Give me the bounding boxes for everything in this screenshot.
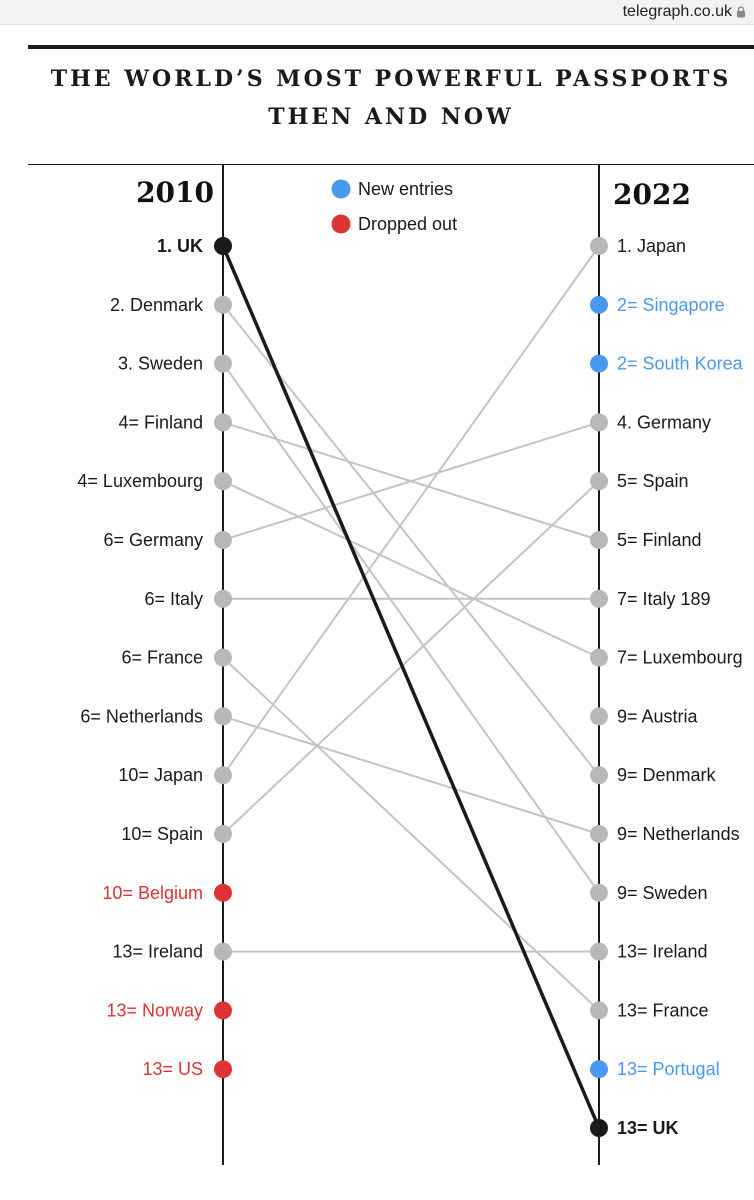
left-dot-germany: [214, 531, 232, 549]
left-year-label: 2010: [136, 176, 214, 209]
right-dot-austria: [590, 707, 608, 726]
right-label-germany: 4. Germany: [617, 412, 711, 432]
rank-link-france-to-france: [222, 656, 600, 1012]
right-dot-uk: [590, 1119, 608, 1137]
right-label-austria: 9= Austria: [617, 706, 699, 726]
right-dot-ireland: [590, 942, 608, 961]
right-dot-italy: [590, 589, 608, 608]
right-dot-luxembourg: [590, 648, 608, 667]
right-label-japan: 1. Japan: [617, 236, 686, 256]
left-label-italy: 6= Italy: [144, 589, 203, 609]
legend-swatch-dropped-out: [331, 214, 351, 234]
right-label-uk: 13= UK: [617, 1118, 679, 1138]
right-dot-sweden: [590, 883, 608, 902]
right-label-luxembourg: 7= Luxembourg: [617, 648, 743, 668]
left-dot-japan: [214, 766, 232, 785]
right-year-label: 2022: [613, 178, 691, 211]
left-label-us: 13= US: [142, 1059, 203, 1079]
left-label-germany: 6= Germany: [103, 530, 203, 550]
left-label-belgium: 10= Belgium: [102, 883, 203, 903]
lock-icon: [737, 6, 745, 18]
left-label-finland: 4= Finland: [118, 412, 203, 432]
rank-link-luxembourg-to-luxembourg: [222, 480, 600, 659]
left-label-uk: 1. UK: [157, 236, 203, 256]
right-dot-south-korea: [590, 354, 608, 373]
rank-link-netherlands-to-netherlands: [222, 715, 600, 835]
site-domain: telegraph.co.uk: [622, 3, 732, 20]
left-dot-sweden: [214, 354, 232, 373]
left-label-netherlands: 6= Netherlands: [80, 706, 203, 726]
right-label-portugal: 13= Portugal: [617, 1059, 720, 1079]
left-label-sweden: 3. Sweden: [118, 354, 203, 374]
right-label-sweden: 9= Sweden: [617, 883, 708, 903]
left-label-spain: 10= Spain: [121, 824, 203, 844]
top-rule: [28, 45, 754, 49]
chart-legend: New entries Dropped out: [331, 179, 457, 234]
left-label-france: 6= France: [121, 648, 203, 668]
left-dot-finland: [214, 413, 232, 432]
left-dot-luxembourg: [214, 472, 232, 491]
left-dot-belgium: [214, 883, 232, 902]
left-dot-us: [214, 1060, 232, 1079]
left-dot-denmark: [214, 295, 232, 314]
right-label-france: 13= France: [617, 1000, 709, 1020]
rank-link-sweden-to-sweden: [222, 363, 600, 894]
right-label-spain: 5= Spain: [617, 471, 689, 491]
right-dot-netherlands: [590, 825, 608, 843]
rank-link-japan-to-japan: [222, 245, 600, 776]
rank-link-denmark-to-denmark: [222, 304, 600, 776]
left-dot-netherlands: [214, 707, 232, 726]
left-label-denmark: 2. Denmark: [110, 295, 204, 315]
legend-label-dropped-out: Dropped out: [358, 214, 457, 234]
right-dot-portugal: [590, 1060, 608, 1079]
right-label-singapore: 2= Singapore: [617, 295, 725, 315]
right-label-netherlands: 9= Netherlands: [617, 824, 740, 844]
right-dot-japan: [590, 237, 608, 255]
right-dot-spain: [590, 472, 608, 491]
right-dot-finland: [590, 531, 608, 549]
right-label-italy: 7= Italy 189: [617, 589, 711, 609]
left-dot-norway: [214, 1001, 232, 1020]
rank-link-uk-to-uk: [221, 245, 601, 1129]
right-dot-france: [590, 1001, 608, 1020]
right-label-finland: 5= Finland: [617, 530, 702, 550]
chart-title-line1: THE WORLD’S MOST POWERFUL PASSPORTS: [50, 66, 732, 92]
legend-label-new-entries: New entries: [358, 179, 453, 199]
left-label-ireland: 13= Ireland: [112, 942, 203, 962]
left-label-luxembourg: 4= Luxembourg: [77, 471, 203, 491]
legend-swatch-new-entries: [331, 179, 351, 199]
rank-link-germany-to-germany: [222, 421, 600, 541]
left-dot-france: [214, 648, 232, 667]
left-dot-ireland: [214, 942, 232, 961]
browser-topbar: telegraph.co.uk: [0, 0, 754, 25]
left-label-norway: 13= Norway: [106, 1000, 203, 1020]
left-dot-italy: [214, 589, 232, 608]
right-dot-singapore: [590, 295, 608, 314]
right-dot-germany: [590, 413, 608, 432]
left-label-japan: 10= Japan: [118, 765, 203, 785]
title-divider: [28, 164, 754, 165]
rank-link-spain-to-spain: [222, 480, 600, 835]
left-dot-uk: [214, 237, 232, 255]
right-label-denmark: 9= Denmark: [617, 765, 717, 785]
chart-title-line2: THEN AND NOW: [268, 104, 514, 130]
left-dot-spain: [214, 825, 232, 843]
right-label-south-korea: 2= South Korea: [617, 354, 744, 374]
right-dot-denmark: [590, 766, 608, 785]
right-label-ireland: 13= Ireland: [617, 942, 708, 962]
